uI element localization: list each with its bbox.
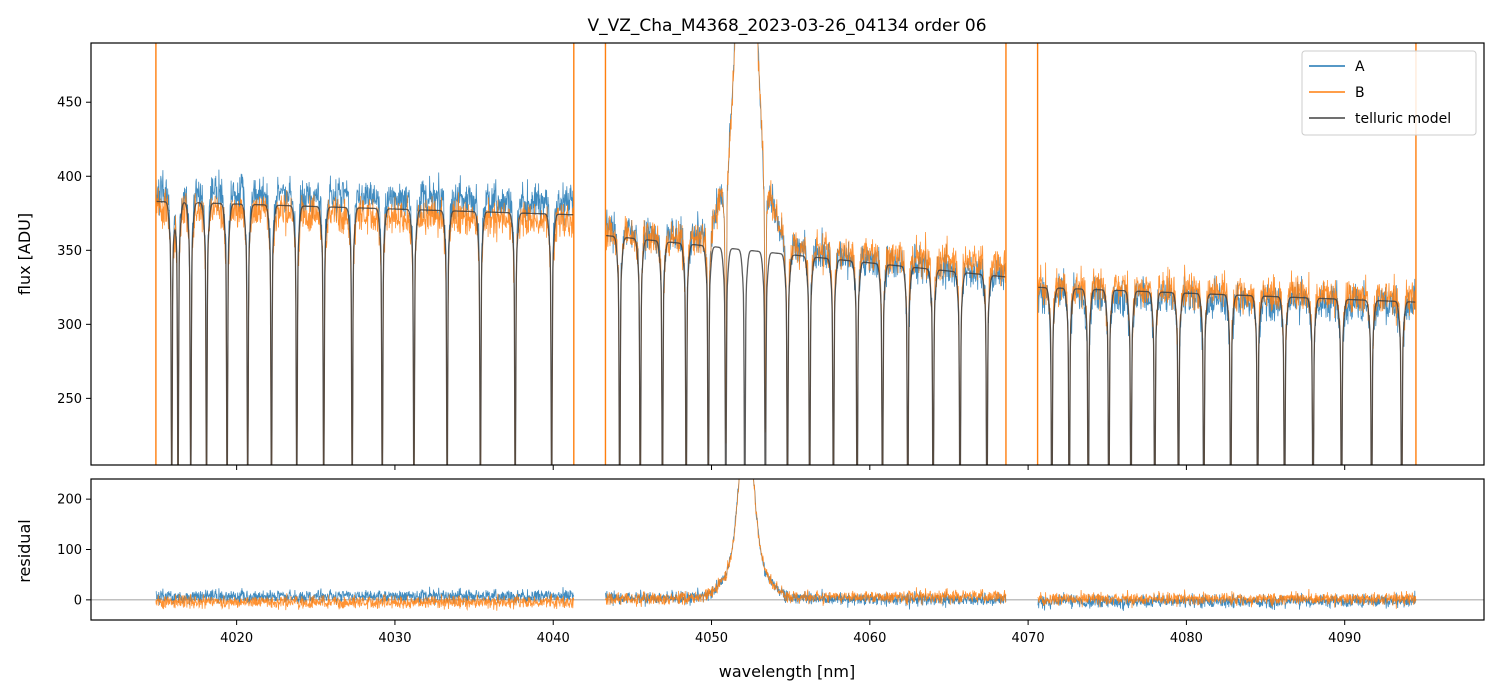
residual-ytick-label: 200	[57, 493, 82, 508]
legend-box	[1301, 50, 1477, 136]
residual-xtick-label: 4040	[537, 631, 570, 646]
series-a-segment-3	[1037, 268, 1416, 465]
legend: A B telluric model	[1301, 50, 1477, 136]
flux-ytick-label: 450	[57, 96, 82, 111]
residual-xtick-label: 4050	[695, 631, 728, 646]
residual-b-segment-3	[1037, 588, 1417, 609]
series-a-segment-2	[605, 43, 1007, 465]
residual-xtick-label: 4060	[853, 631, 886, 646]
residual-ytick-label: 100	[57, 543, 82, 558]
residual-ytick-label: 0	[74, 593, 82, 608]
legend-label-telluric: telluric model	[1355, 111, 1451, 127]
chart-title: V_VZ_Cha_M4368_2023-03-26_04134 order 06	[587, 16, 986, 36]
telluric-model-segment-3	[1037, 286, 1416, 465]
wavelength-xlabel: wavelength [nm]	[719, 662, 856, 681]
residual-xtick-label: 4070	[1012, 631, 1045, 646]
residual-xtick-label: 4030	[378, 631, 411, 646]
residual-ylabel: residual	[15, 519, 34, 582]
telluric-model-segment-1	[155, 200, 574, 465]
telluric-model-segment-2	[605, 234, 1007, 465]
residual-b-segment-1	[155, 593, 575, 611]
flux-panel-frame	[90, 42, 1485, 466]
legend-label-b: B	[1355, 85, 1365, 101]
residual-b-segment-2	[605, 479, 1007, 607]
flux-ylabel: flux [ADU]	[15, 213, 34, 295]
flux-ytick-label: 250	[57, 392, 82, 407]
flux-panel: 250 300 350 400 450 flux [ADU]	[15, 42, 1485, 470]
flux-ytick-label: 350	[57, 244, 82, 259]
residual-a-segment-2	[605, 479, 1007, 610]
residual-xtick-label: 4080	[1170, 631, 1203, 646]
series-b-segment-3	[1037, 262, 1417, 465]
residual-xtick-label: 4090	[1328, 631, 1361, 646]
flux-ytick-label: 300	[57, 318, 82, 333]
residual-panel: 0 100 200 4020 4030 4040 4050 4060 4070 4080 4090…	[15, 478, 1485, 681]
residual-xtick-label: 4020	[220, 631, 253, 646]
legend-label-a: A	[1355, 59, 1365, 75]
series-b-segment-2	[605, 43, 1007, 465]
flux-ytick-label: 400	[57, 170, 82, 185]
